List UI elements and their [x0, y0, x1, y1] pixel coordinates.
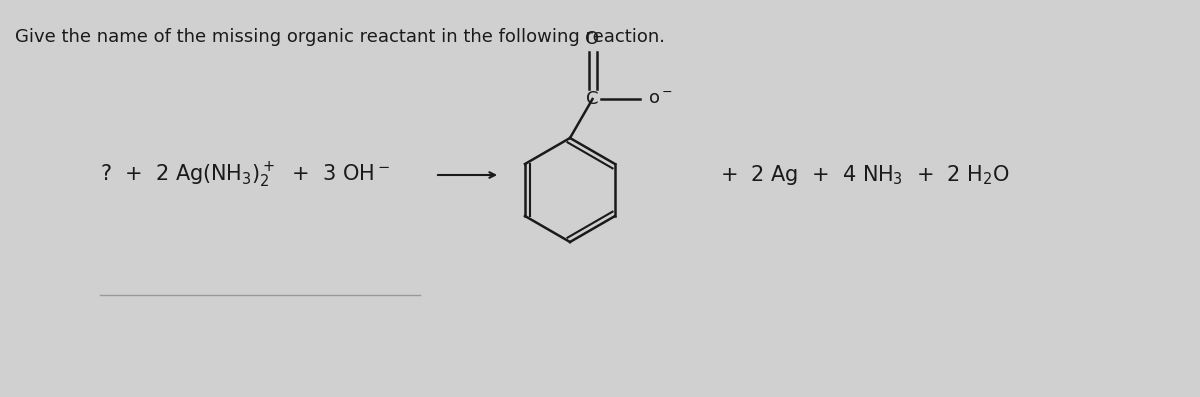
Text: O: O [586, 30, 600, 48]
Text: C: C [587, 90, 599, 108]
Text: o$^-$: o$^-$ [648, 90, 672, 108]
Text: Give the name of the missing organic reactant in the following reaction.: Give the name of the missing organic rea… [14, 28, 665, 46]
Text: ?  +  2 Ag(NH$_3$)$_2^+$  +  3 OH$^-$: ? + 2 Ag(NH$_3$)$_2^+$ + 3 OH$^-$ [100, 160, 390, 190]
Text: +  2 Ag  +  4 NH$_3$  +  2 H$_2$O: + 2 Ag + 4 NH$_3$ + 2 H$_2$O [720, 163, 1010, 187]
